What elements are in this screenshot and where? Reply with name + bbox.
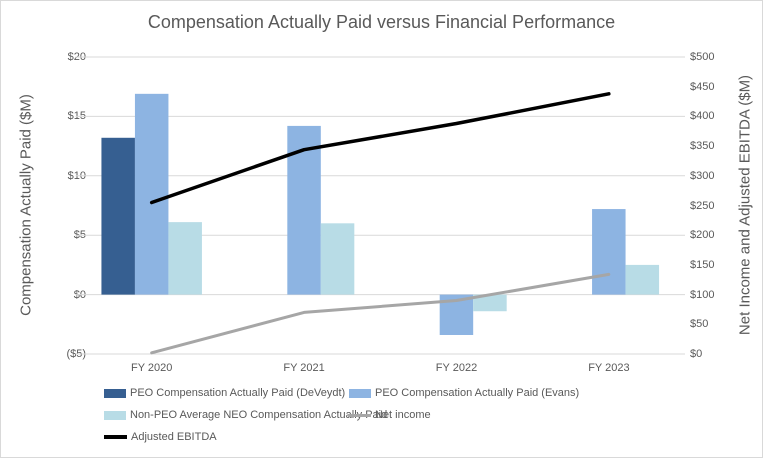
right-axis-tick: $250 [690, 199, 715, 212]
right-axis-tick: $200 [690, 229, 715, 242]
legend-item-non-peo: Non-PEO Average NEO Compensation Actuall… [104, 409, 387, 421]
legend-label: Adjusted EBITDA [131, 431, 217, 443]
legend-swatch-peo-deveydt [104, 388, 126, 398]
legend-swatch-net-income [348, 413, 371, 417]
right-axis-tick: $350 [690, 140, 715, 153]
legend-item-peo-deveydt: PEO Compensation Actually Paid (DeVeydt) [104, 387, 345, 399]
x-axis-label: FY 2021 [283, 362, 325, 374]
x-axis-label: FY 2023 [588, 362, 630, 374]
right-axis-tick: $400 [690, 110, 715, 123]
legend-label: PEO Compensation Actually Paid (DeVeydt) [130, 387, 346, 399]
right-axis-tick: $450 [690, 80, 715, 93]
legend-swatch-adjusted-ebitda [104, 435, 127, 439]
right-axis-tick: $50 [690, 318, 709, 331]
legend-swatch-non-peo [104, 410, 126, 420]
legend-swatch-peo-evans [349, 388, 371, 398]
right-axis-tick: $150 [690, 258, 715, 271]
legend-label: Net income [375, 409, 431, 421]
right-axis-tick: $0 [690, 348, 703, 360]
x-axis-label: FY 2022 [435, 362, 478, 374]
chart-title: Compensation Actually Paid versus Financ… [147, 12, 616, 32]
x-axis-label: FY 2020 [130, 362, 173, 374]
legend-label: Non-PEO Average NEO Compensation Actuall… [130, 409, 388, 421]
legend-item-adjusted-ebitda: Adjusted EBITDA [104, 431, 217, 443]
legend-item-peo-evans: PEO Compensation Actually Paid (Evans) [349, 387, 579, 399]
right-axis-tick: $100 [690, 288, 715, 301]
legend-label: PEO Compensation Actually Paid (Evans) [375, 387, 580, 399]
right-axis-tick: $500 [690, 51, 715, 63]
right-axis-tick: $300 [690, 169, 715, 182]
legend-item-net-income: Net income [348, 409, 431, 421]
